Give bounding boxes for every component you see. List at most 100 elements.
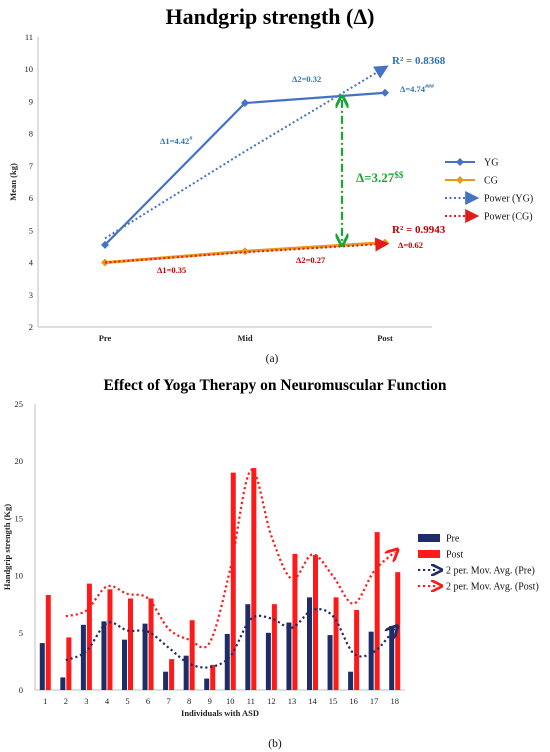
bar-post	[313, 555, 318, 690]
bar-post	[230, 472, 236, 690]
bar-post	[374, 532, 380, 690]
data-point-yg	[381, 88, 389, 97]
bar-pre	[39, 643, 45, 690]
chart-a-annotations: R² = 0.8368 R² = 0.9943 Δ1=4.42# Δ2=0.32 Δ=4…	[157, 55, 446, 275]
data-point-yg	[241, 99, 249, 108]
bar-pre	[327, 635, 333, 690]
chart-b-legend: Pre Post 2 per. Mov. Avg. (Pre) 2 per. Mov.…	[418, 534, 539, 593]
bar-pre	[224, 633, 230, 690]
legend-entry: Power (CG)	[484, 212, 533, 223]
chart-b-bars	[39, 468, 401, 690]
chart-b-x-tick-label: 15	[329, 696, 338, 706]
cg-delta1-label: Δ1=0.35	[157, 265, 186, 275]
chart-b-x-tick-label: 4	[105, 696, 110, 706]
chart-b-x-tick-label: 12	[267, 696, 276, 706]
bar-pre	[183, 655, 189, 690]
bar-pre	[368, 631, 374, 690]
yg-delta1-label: Δ1=4.42#	[160, 136, 192, 146]
chart-a-y-axis-label: Mean (kg)	[8, 163, 18, 201]
legend-marker	[456, 158, 464, 166]
chart-a-x-tick-label: Pre	[99, 333, 112, 343]
yg-delta2-label: Δ2=0.32	[292, 74, 321, 84]
bar-pre	[307, 597, 312, 690]
bar-post	[292, 553, 298, 690]
chart-a-y-tick-label: 10	[25, 64, 34, 74]
bar-post	[148, 598, 154, 690]
bar-pre	[389, 625, 395, 690]
chart-a-y-tick-label: 11	[25, 32, 33, 42]
legend-entry: Post	[446, 550, 463, 561]
bar-post	[354, 609, 360, 690]
chart-a-series	[101, 65, 390, 267]
data-point-yg	[101, 240, 109, 249]
moving-average-post	[65, 469, 395, 649]
between-group-delta-label: Δ=3.27$$	[356, 170, 404, 185]
chart-a-x-tick-label: Mid	[237, 333, 252, 343]
chart-b-x-tick-label: 13	[288, 696, 297, 706]
bar-post	[189, 620, 195, 690]
bar-post	[271, 604, 277, 690]
chart-a-x-tick-label: Post	[377, 333, 393, 343]
chart-b-y-tick-label: 5	[19, 628, 23, 638]
chart-a-y-tick-label: 5	[29, 225, 33, 235]
chart-a-legend: YG CG Power (YG) Power (CG)	[445, 158, 533, 223]
bar-pre	[204, 678, 210, 690]
chart-a-y-tick-label: 7	[29, 161, 33, 171]
cg-delta-total-label: Δ=0.62	[398, 240, 423, 250]
bar-pre	[265, 632, 271, 690]
yg-delta-total-label: Δ=4.74###	[400, 84, 434, 94]
legend-entry: 2 per. Mov. Avg. (Pre)	[446, 566, 535, 577]
bar-pre	[142, 623, 148, 690]
chart-b-x-tick-label: 11	[247, 696, 255, 706]
chart-b-x-tick-label: 9	[208, 696, 212, 706]
chart-b-x-tick-label: 5	[125, 696, 129, 706]
chart-a-y-tick-label: 6	[29, 193, 33, 203]
chart-a-title: Handgrip strength (Δ)	[166, 4, 375, 29]
bar-pre	[348, 671, 354, 690]
chart-b-x-tick-label: 8	[187, 696, 191, 706]
bar-pre	[101, 621, 107, 690]
chart-b-x-tick-label: 7	[166, 696, 170, 706]
chart-a-y-tick-label: 2	[29, 322, 33, 332]
legend-marker	[456, 176, 464, 184]
bar-post	[66, 637, 72, 690]
legend-entry: 2 per. Mov. Avg. (Post)	[446, 582, 539, 593]
chart-b-y-tick-label: 25	[15, 399, 24, 409]
chart-b-panel-label: (b)	[268, 738, 282, 750]
chart-b-moving-averages	[65, 469, 395, 669]
legend-entry: Pre	[446, 534, 460, 545]
handgrip-delta-chart: Handgrip strength (Δ) 2 3 4 5 6 7 8 9 10 11 Pre Mid…	[8, 4, 533, 365]
r2-yg-label: R² = 0.8368	[392, 55, 446, 67]
chart-b-y-tick-label: 10	[15, 571, 24, 581]
legend-entry: Power (YG)	[484, 194, 533, 205]
bar-pre	[60, 677, 66, 690]
legend-entry: CG	[484, 176, 498, 187]
chart-b-x-tick-label: 2	[64, 696, 68, 706]
bar-post	[128, 598, 133, 690]
chart-b-x-tick-label: 3	[84, 696, 88, 706]
r2-cg-label: R² = 0.9943	[392, 224, 446, 236]
chart-a-y-tick-label: 4	[29, 258, 34, 268]
bar-post	[251, 468, 257, 690]
bar-post	[169, 659, 175, 690]
trendline-power-yg	[104, 65, 389, 240]
chart-b-x-tick-label: 18	[390, 696, 399, 706]
bar-post	[86, 583, 92, 690]
chart-a-y-tick-label: 8	[29, 129, 33, 139]
bar-pre	[245, 604, 251, 690]
bar-pre	[163, 671, 169, 690]
bar-pre	[80, 624, 86, 690]
yoga-neuromuscular-chart: Effect of Yoga Therapy on Neuromuscular …	[2, 377, 539, 750]
bar-post	[395, 572, 401, 690]
chart-b-x-tick-label: 16	[349, 696, 358, 706]
bar-post	[45, 595, 51, 690]
bar-post	[210, 664, 216, 690]
cg-delta2-label: Δ2=0.27	[296, 255, 326, 265]
trendline-power-cg	[104, 237, 390, 264]
chart-b-title: Effect of Yoga Therapy on Neuromuscular …	[103, 377, 446, 394]
chart-b-x-tick-label: 10	[226, 696, 235, 706]
chart-b-x-tick-label: 17	[370, 696, 379, 706]
chart-b-x-tick-label: 14	[308, 696, 317, 706]
legend-swatch	[418, 550, 440, 558]
chart-b-x-axis-label: Individuals with ASD	[181, 708, 259, 718]
